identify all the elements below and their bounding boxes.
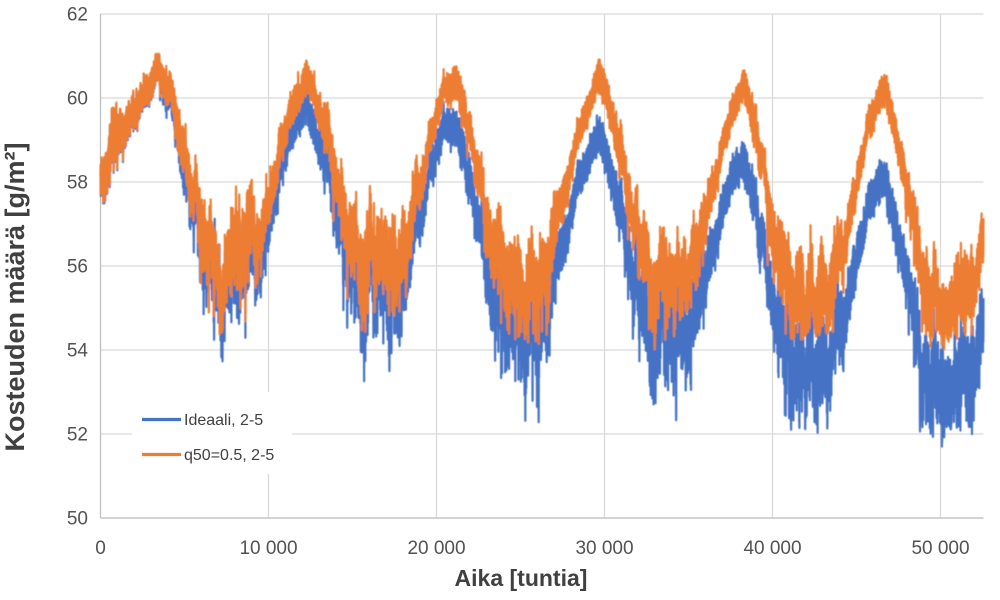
- svg-text:0: 0: [95, 538, 106, 559]
- svg-text:54: 54: [67, 341, 89, 362]
- svg-text:60: 60: [67, 89, 88, 110]
- svg-text:58: 58: [67, 173, 88, 194]
- svg-text:50 000: 50 000: [911, 538, 969, 559]
- svg-text:Aika [tuntia]: Aika [tuntia]: [455, 565, 588, 591]
- svg-text:52: 52: [67, 425, 88, 446]
- svg-text:30 000: 30 000: [575, 538, 633, 559]
- svg-text:Kosteuden määrä [g/m²]: Kosteuden määrä [g/m²]: [0, 142, 30, 451]
- svg-text:56: 56: [67, 257, 88, 278]
- svg-text:62: 62: [67, 5, 88, 26]
- svg-text:40 000: 40 000: [743, 538, 801, 559]
- svg-text:Ideaali, 2-5: Ideaali, 2-5: [184, 412, 263, 429]
- svg-text:20 000: 20 000: [407, 538, 465, 559]
- svg-text:50: 50: [67, 509, 88, 530]
- svg-text:10 000: 10 000: [239, 538, 297, 559]
- svg-text:q50=0.5, 2-5: q50=0.5, 2-5: [184, 447, 274, 464]
